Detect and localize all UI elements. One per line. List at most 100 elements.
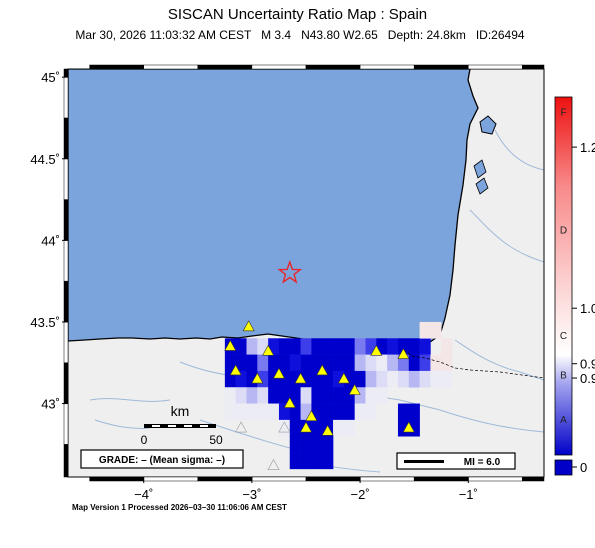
uncertainty-cell bbox=[408, 338, 420, 355]
event-info: Mar 30, 2026 11:03:32 AM CEST M 3.4 N43.… bbox=[75, 28, 525, 42]
uncertainty-cell bbox=[354, 403, 366, 421]
frame-tick-left bbox=[63, 117, 69, 160]
latitude-label: 44˚ bbox=[41, 233, 60, 248]
island bbox=[475, 177, 489, 195]
uncertainty-cell bbox=[441, 338, 453, 355]
epicenter-star bbox=[277, 259, 303, 284]
uncertainty-cell bbox=[300, 452, 312, 470]
uncertainty-cell bbox=[246, 387, 258, 404]
uncertainty-cell bbox=[268, 354, 280, 372]
map-title: SISCAN Uncertainty Ratio Map : Spain bbox=[167, 6, 428, 23]
uncertainty-cell bbox=[289, 436, 301, 453]
colorbar-label: 0.9 bbox=[580, 357, 595, 372]
uncertainty-cell bbox=[289, 370, 301, 388]
uncertainty-cell bbox=[333, 370, 345, 388]
station-triangle bbox=[305, 409, 318, 421]
colorbar-label: 1.2 bbox=[580, 140, 595, 155]
uncertainty-cell bbox=[257, 403, 269, 421]
uncertainty-cell bbox=[268, 387, 280, 404]
uncertainty-cell bbox=[278, 403, 291, 421]
processing-info: Map Version 1 Processed 2026–03–30 11:06… bbox=[72, 503, 287, 512]
uncertainty-cell bbox=[397, 338, 410, 355]
colorbar-grade-letter: A bbox=[560, 415, 567, 426]
frame-tick-top bbox=[305, 64, 361, 70]
station-triangle bbox=[397, 347, 410, 359]
uncertainty-cell bbox=[408, 403, 420, 421]
frame-tick-bottom bbox=[413, 476, 469, 482]
colorbar-label: 1.0 bbox=[580, 301, 595, 316]
uncertainty-cell bbox=[289, 452, 301, 470]
uncertainty-cell bbox=[289, 403, 301, 421]
uncertainty-cell bbox=[354, 387, 366, 404]
uncertainty-cell bbox=[278, 387, 291, 404]
uncertainty-cell bbox=[246, 403, 258, 421]
uncertainty-cell bbox=[289, 338, 301, 355]
station-triangle bbox=[321, 424, 334, 436]
uncertainty-cell bbox=[311, 370, 323, 388]
uncertainty-cell bbox=[322, 370, 334, 388]
uncertainty-cell bbox=[257, 387, 269, 404]
uncertainty-cell bbox=[333, 387, 345, 404]
station-triangle bbox=[272, 367, 285, 379]
colorbar-grade-letter: C bbox=[560, 331, 567, 342]
uncertainty-cell bbox=[333, 419, 345, 437]
station-triangle bbox=[348, 383, 361, 395]
uncertainty-cell bbox=[311, 387, 323, 404]
frame-tick-top bbox=[251, 64, 307, 70]
frame-tick-left bbox=[63, 280, 69, 323]
uncertainty-cell bbox=[343, 338, 355, 355]
uncertainty-cell bbox=[246, 338, 258, 355]
frame-tick-top bbox=[468, 64, 523, 70]
frame-tick-left bbox=[63, 362, 69, 404]
uncertainty-cell bbox=[430, 354, 442, 372]
station-triangle bbox=[283, 396, 296, 408]
uncertainty-cell bbox=[365, 370, 377, 388]
frame-tick-top bbox=[413, 64, 469, 70]
uncertainty-cell bbox=[365, 338, 377, 355]
uncertainty-cell bbox=[430, 370, 442, 388]
uncertainty-cell bbox=[311, 354, 323, 372]
station-triangle bbox=[267, 458, 280, 470]
mi-text: MI = 6.0 bbox=[464, 457, 501, 468]
uncertainty-cell bbox=[311, 338, 323, 355]
uncertainty-cell bbox=[376, 387, 388, 404]
station-triangle bbox=[316, 364, 329, 376]
uncertainty-cell bbox=[397, 403, 410, 421]
station-triangle bbox=[337, 372, 350, 384]
uncertainty-cell bbox=[224, 370, 236, 388]
frame-tick-left bbox=[63, 444, 69, 478]
longitude-labels: −4˚ −3˚ −2˚ −1˚ bbox=[134, 477, 478, 502]
uncertainty-cell bbox=[311, 419, 323, 437]
uncertainty-cell bbox=[235, 354, 247, 372]
frame-tick-bottom bbox=[143, 476, 199, 482]
uncertainty-cell bbox=[354, 370, 366, 388]
frame-tick-bottom bbox=[197, 476, 253, 482]
uncertainty-cell bbox=[365, 387, 377, 404]
uncertainty-cell bbox=[322, 403, 334, 421]
latitude-label: 45˚ bbox=[41, 70, 60, 85]
longitude-label: −1˚ bbox=[459, 487, 478, 502]
uncertainty-cell bbox=[278, 370, 291, 388]
longitude-label: −2˚ bbox=[351, 487, 370, 502]
scale-bar: km 0 50 bbox=[141, 403, 223, 447]
frame-tick-bottom bbox=[359, 476, 415, 482]
station-triangle bbox=[235, 421, 248, 433]
scale-bar-start-label: 0 bbox=[141, 433, 148, 447]
uncertainty-cell bbox=[419, 321, 431, 339]
uncertainty-cell bbox=[397, 419, 410, 437]
latitude-label: 43.5˚ bbox=[30, 315, 60, 330]
uncertainty-cell bbox=[289, 419, 301, 437]
frame-tick-left bbox=[63, 76, 69, 119]
colorbar: 1.2 1.0 0.90.9 0 F D C B A bbox=[554, 96, 595, 476]
uncertainty-cell bbox=[268, 403, 280, 421]
uncertainty-cell bbox=[430, 321, 442, 339]
island bbox=[473, 159, 487, 179]
frame-tick-top bbox=[522, 64, 545, 70]
frame-tick-bottom bbox=[522, 476, 545, 482]
station-triangle bbox=[294, 372, 307, 384]
uncertainty-cell bbox=[343, 419, 355, 437]
colorbar-label: 0.9 bbox=[580, 371, 595, 386]
uncertainty-cell bbox=[354, 354, 366, 372]
uncertainty-cell bbox=[235, 338, 247, 355]
seismic-stations bbox=[224, 320, 415, 470]
